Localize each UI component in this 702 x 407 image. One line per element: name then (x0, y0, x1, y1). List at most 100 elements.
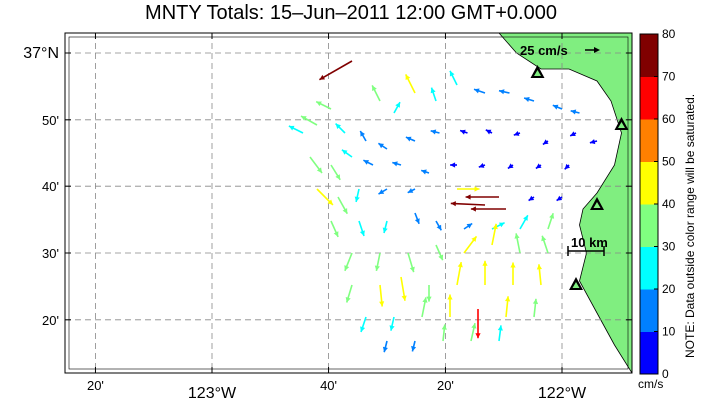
land-mass (498, 33, 632, 373)
current-vector (569, 131, 577, 137)
current-vector (309, 156, 323, 174)
current-vector (407, 252, 415, 273)
current-vector (335, 123, 346, 134)
y-tick-label: 37°N (23, 45, 59, 62)
current-vector (514, 233, 521, 254)
current-vector (541, 235, 549, 254)
current-vector (482, 260, 488, 285)
current-vector (519, 214, 529, 230)
current-vector (360, 316, 367, 333)
colorbar-tick-label: 70 (662, 70, 676, 84)
current-vector (315, 100, 332, 110)
colorbar-tick-label: 0 (662, 367, 669, 381)
current-vector (552, 104, 563, 110)
colorbar-swatch (640, 331, 658, 375)
current-vector (330, 164, 341, 181)
x-tick-label: 123°W (188, 385, 237, 402)
current-vector (435, 220, 442, 231)
current-vector (449, 70, 458, 86)
radar-sites (530, 65, 629, 290)
current-vectors (288, 60, 598, 353)
ocean-background (65, 33, 632, 373)
map-inner-frame (68, 36, 629, 370)
colorbar-note: NOTE: Data outside color range will be s… (683, 94, 697, 358)
current-vector (457, 186, 480, 192)
current-vector (456, 261, 463, 286)
land-layer (498, 33, 632, 373)
current-vector (523, 97, 535, 102)
colorbar-swatch (640, 204, 658, 247)
current-vector (345, 284, 353, 303)
current-vector (371, 85, 381, 102)
current-vector (404, 74, 416, 94)
x-tick-label: 20' (87, 378, 104, 393)
colorbar-swatch (640, 289, 658, 332)
current-vector (498, 89, 510, 95)
current-vector (421, 297, 428, 318)
colorbar-tick-label: 20 (662, 282, 676, 296)
x-axis-ticks: 20' 123°W 40' 20' 122°W (87, 33, 587, 402)
current-vector (447, 294, 453, 317)
current-vector (316, 188, 334, 206)
radar-site-marker (590, 197, 604, 210)
current-vector (441, 324, 447, 342)
current-vector (491, 223, 498, 246)
colorbar-swatch (640, 34, 658, 77)
current-vector (547, 213, 555, 230)
y-tick-label: 40' (42, 179, 59, 194)
current-vector (392, 161, 402, 167)
current-vector (389, 316, 395, 331)
current-vector (382, 340, 388, 353)
radar-site-marker (569, 277, 583, 290)
x-tick-label: 122°W (538, 385, 587, 402)
current-vector (341, 149, 353, 158)
y-tick-label: 20' (42, 313, 59, 328)
current-vector (465, 194, 499, 200)
radar-site-marker (530, 65, 545, 78)
current-vector (463, 222, 473, 230)
current-vector (510, 262, 516, 285)
current-vector (485, 129, 493, 135)
colorbar-swatch (640, 246, 658, 290)
current-vector (450, 201, 486, 207)
current-vector (535, 163, 542, 170)
current-vector (382, 220, 388, 234)
current-vector (411, 340, 417, 352)
current-vector (430, 87, 437, 102)
current-vector (564, 163, 571, 170)
current-vector (400, 276, 407, 301)
current-vector (407, 188, 416, 194)
current-vector (435, 244, 444, 261)
map-frame (64, 32, 633, 374)
current-vector (542, 139, 549, 146)
current-vector (497, 325, 503, 342)
chart-title: MNTY Totals: 15–Jun–2011 12:00 GMT+0.000 (145, 2, 557, 24)
x-tick-label: 20' (437, 378, 454, 393)
colorbar-swatches (640, 34, 658, 375)
current-vector (374, 252, 381, 272)
map-plot-area[interactable] (64, 28, 637, 378)
colorbar-tick-label: 50 (662, 155, 676, 169)
current-vector (319, 60, 353, 81)
current-vector (430, 129, 440, 135)
colorbar-swatch (640, 119, 658, 162)
current-vector (363, 159, 374, 166)
current-vector (426, 285, 432, 302)
current-vector (589, 139, 598, 145)
current-vector (505, 296, 511, 318)
current-vector (405, 136, 416, 142)
velocity-scale-label: 25 cm/s (520, 43, 568, 58)
current-vector (473, 88, 486, 94)
distance-scale: 10 km (567, 235, 608, 256)
colorbar-tick-label: 80 (662, 27, 676, 41)
current-vector (377, 142, 388, 150)
current-vector (359, 130, 367, 142)
colorbar-ticks: 0 10 20 30 40 50 60 70 80 (654, 27, 676, 381)
current-vector (393, 101, 401, 114)
distance-scale-label: 10 km (571, 235, 608, 250)
colorbar-tick-label: 10 (662, 325, 676, 339)
current-vector (300, 115, 318, 126)
velocity-scale-arrowhead (594, 47, 600, 53)
colorbar-unit: cm/s (638, 377, 663, 391)
